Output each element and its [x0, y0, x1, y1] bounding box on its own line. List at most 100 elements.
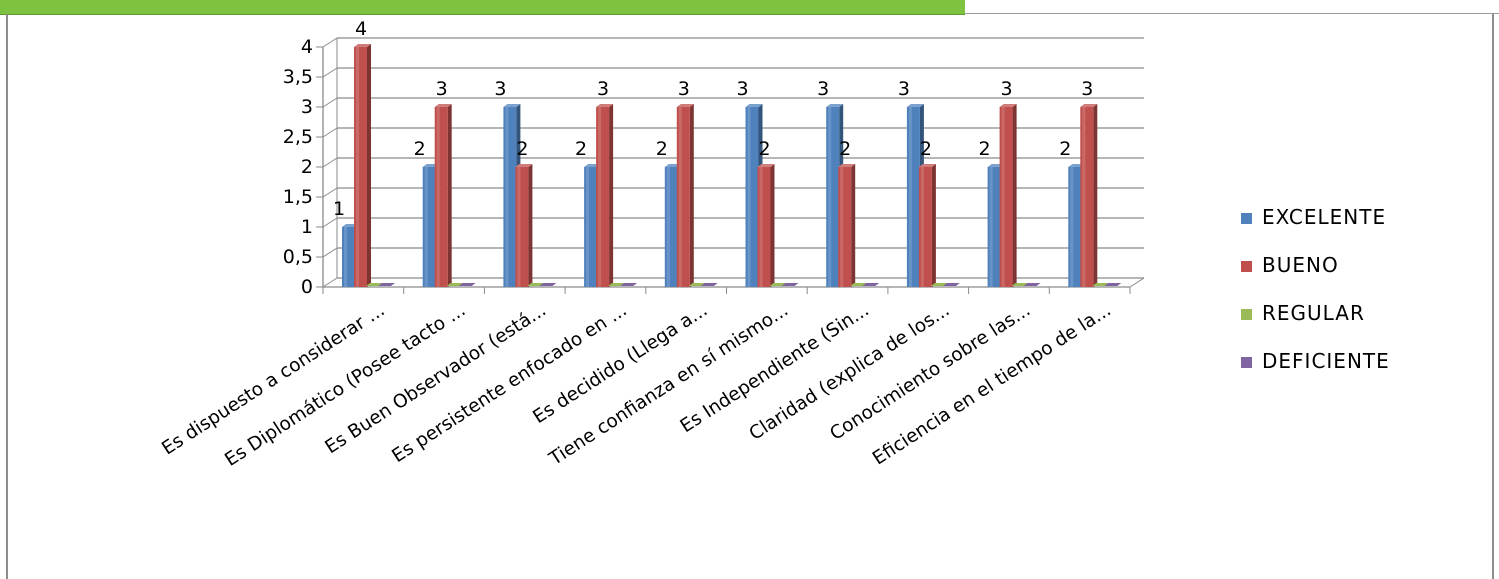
- bar-deficiente: [942, 283, 960, 286]
- gridline-side: [322, 127, 338, 138]
- bar-deficiente: [700, 283, 718, 286]
- bar-highlight: [840, 167, 844, 287]
- bar-bueno: [838, 167, 852, 287]
- gridline-side: [322, 157, 338, 168]
- bar-excelente: [826, 107, 840, 287]
- gridline-side: [322, 247, 338, 258]
- y-tick-label: 0: [301, 276, 313, 298]
- data-label: 2: [516, 138, 528, 160]
- bar-highlight: [828, 107, 832, 287]
- bar-regular: [688, 283, 706, 286]
- bar-highlight: [436, 107, 440, 287]
- data-label: 2: [656, 138, 668, 160]
- bar-side: [447, 104, 452, 287]
- bar-bueno: [999, 107, 1013, 287]
- bar-deficiente: [1104, 283, 1122, 286]
- y-tick-label: 3,5: [283, 66, 313, 88]
- bar-top: [515, 164, 533, 167]
- bar-top: [354, 44, 371, 47]
- top-banner: [0, 0, 965, 15]
- bar-side: [528, 164, 533, 287]
- data-labels: 1 4 2 3 3 2 2 3 2 3 3 2 3 2 3 2 2 3 2 3: [333, 18, 1093, 220]
- bar-deficiente: [862, 283, 880, 286]
- chart-frame: [6, 14, 1494, 579]
- data-label: 3: [898, 78, 910, 100]
- legend-label: BUENO: [1262, 253, 1339, 277]
- bar-regular: [1092, 283, 1110, 286]
- bar-regular: [608, 283, 626, 286]
- bar-highlight: [586, 167, 590, 287]
- bar-highlight: [908, 107, 912, 287]
- data-label: 1: [333, 198, 345, 220]
- bar-highlight: [989, 167, 993, 287]
- gridline-side: [322, 187, 338, 198]
- bar-deficiente: [539, 283, 557, 286]
- data-label: 3: [1081, 78, 1093, 100]
- data-label: 2: [839, 138, 851, 160]
- bar-side: [609, 104, 614, 287]
- legend-label: EXCELENTE: [1262, 205, 1386, 229]
- bar-bueno: [1080, 107, 1094, 287]
- data-label: 4: [355, 18, 367, 40]
- bars: [342, 44, 1122, 287]
- bar-bueno: [918, 167, 932, 287]
- bar-bueno: [515, 167, 529, 287]
- bar-highlight: [678, 107, 682, 287]
- data-label: 2: [414, 138, 426, 160]
- category-labels: Es dispuesto a considerar ...Es Diplomát…: [158, 300, 1115, 471]
- data-label: 3: [678, 78, 690, 100]
- data-label: 2: [979, 138, 991, 160]
- bar-side: [1012, 104, 1017, 287]
- bar-deficiente: [378, 283, 395, 286]
- bar-bueno: [434, 107, 448, 287]
- y-tick-label: 4: [301, 36, 313, 58]
- bar-excelente: [664, 167, 678, 287]
- bar-bueno: [354, 47, 367, 287]
- gridline-side: [322, 97, 338, 108]
- gridline-side: [322, 217, 338, 228]
- bar-side: [770, 164, 775, 287]
- bar-regular: [1011, 283, 1029, 286]
- y-tick-label: 0,5: [283, 246, 313, 268]
- bar-deficiente: [458, 283, 476, 286]
- bar-regular: [930, 283, 948, 286]
- bar-top: [503, 104, 521, 107]
- data-label: 2: [575, 138, 587, 160]
- data-label: 3: [436, 78, 448, 100]
- bar-excelente: [987, 167, 1001, 287]
- bar-regular: [769, 283, 787, 286]
- bar-highlight: [344, 227, 347, 287]
- bar-excelente: [745, 107, 759, 287]
- bar-top: [918, 164, 936, 167]
- y-tick-label: 2,5: [283, 126, 313, 148]
- data-label: 3: [597, 78, 609, 100]
- y-tick-label: 1: [301, 216, 313, 238]
- data-label: 3: [817, 78, 829, 100]
- data-label: 3: [1001, 78, 1013, 100]
- bar-bueno: [757, 167, 771, 287]
- bar-side: [1093, 104, 1098, 287]
- legend-label: REGULAR: [1262, 301, 1365, 325]
- legend-swatch-excelente: [1241, 213, 1252, 224]
- legend-swatch-deficiente: [1241, 357, 1252, 368]
- bar-top: [1080, 104, 1098, 107]
- bar-side: [851, 164, 856, 287]
- bar-side: [367, 44, 371, 287]
- bar-excelente: [1068, 167, 1082, 287]
- bar-highlight: [1001, 107, 1005, 287]
- legend-swatch-regular: [1241, 309, 1252, 320]
- bar-highlight: [920, 167, 924, 287]
- bar-bueno: [596, 107, 610, 287]
- top-divider: [965, 13, 1499, 14]
- bar-highlight: [424, 167, 428, 287]
- y-tick-label: 2: [301, 156, 313, 178]
- data-label: 2: [920, 138, 932, 160]
- gridline-side: [322, 37, 338, 48]
- bar-highlight: [517, 167, 521, 287]
- bar-top: [745, 104, 763, 107]
- legend-swatch-bueno: [1241, 261, 1252, 272]
- bar-deficiente: [620, 283, 638, 286]
- bar-top: [757, 164, 775, 167]
- bar-deficiente: [781, 283, 799, 286]
